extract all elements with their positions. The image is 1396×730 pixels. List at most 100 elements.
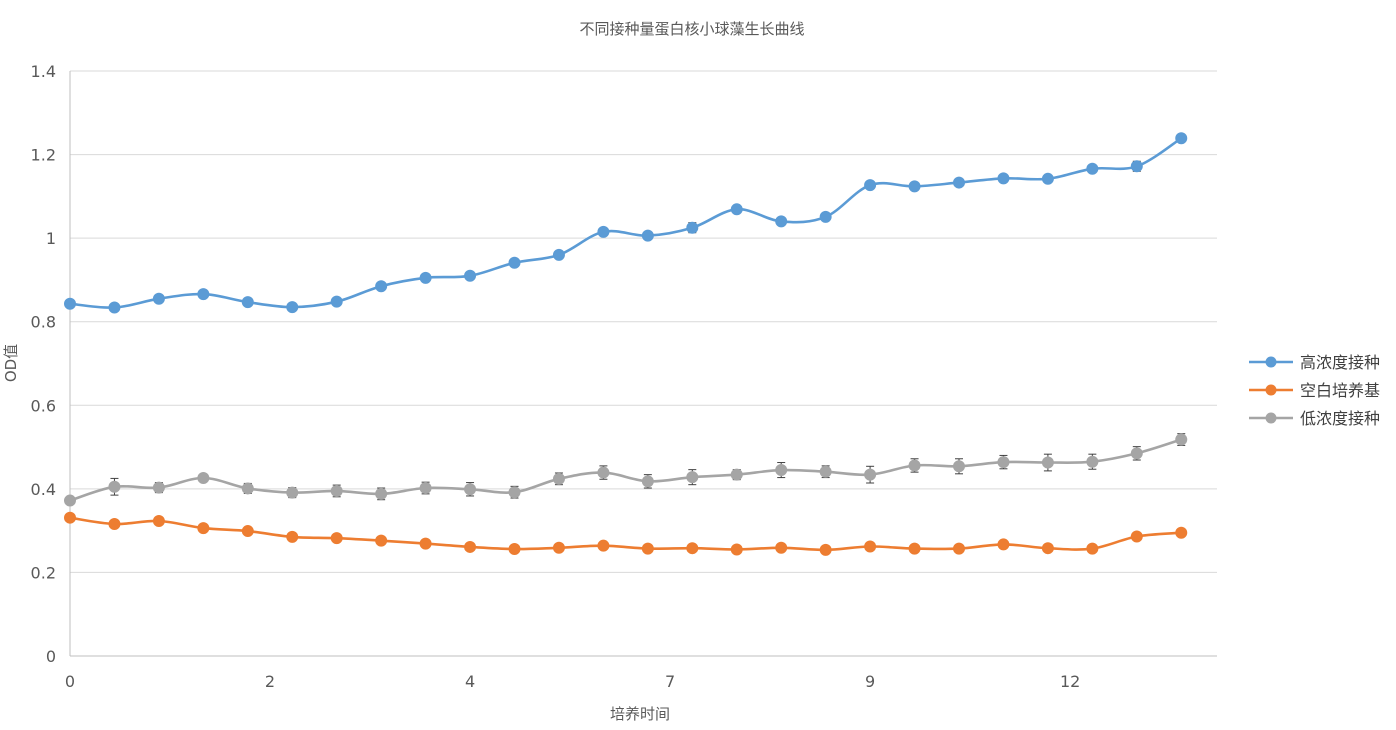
series-1 [64, 511, 1188, 556]
y-tick-label: 0.6 [31, 396, 56, 415]
data-point [997, 538, 1010, 551]
data-point [108, 517, 121, 530]
y-axis-label: OD值 [2, 344, 20, 382]
series-layer [64, 132, 1188, 556]
data-point [775, 541, 788, 554]
data-point [997, 456, 1010, 469]
x-axis-ticks: 0 2 4 7 9 12 [65, 672, 1080, 691]
data-point [819, 210, 832, 223]
x-tick-label: 0 [65, 672, 75, 691]
data-point [64, 511, 76, 524]
legend-marker [1265, 412, 1277, 424]
legend-label: 空白培养基 [1300, 381, 1380, 400]
data-point [953, 460, 965, 473]
legend-label: 低浓度接种 [1300, 409, 1380, 428]
data-point [1041, 542, 1054, 555]
series-line [69, 137, 1183, 309]
data-point [375, 280, 388, 293]
data-point [64, 494, 76, 507]
data-point [197, 471, 210, 484]
data-point [152, 515, 165, 528]
data-point [819, 543, 832, 556]
data-point [908, 542, 921, 555]
data-point [464, 540, 477, 553]
data-point [641, 475, 654, 488]
y-tick-label: 0.8 [31, 313, 56, 332]
data-point [241, 482, 254, 495]
data-point [64, 297, 76, 310]
series-line [69, 438, 1182, 502]
legend-item: 高浓度接种 [1249, 353, 1380, 372]
data-point [508, 256, 521, 269]
data-point [1086, 455, 1099, 468]
y-tick-label: 0 [46, 647, 56, 666]
data-point [641, 542, 654, 555]
gridlines [69, 70, 1217, 657]
data-point [330, 532, 343, 545]
legend-marker [1265, 356, 1277, 368]
x-tick-label: 9 [865, 672, 875, 691]
data-point [286, 530, 299, 543]
data-point [597, 539, 610, 552]
data-point [686, 542, 699, 555]
y-tick-label: 1.2 [31, 146, 56, 165]
data-point [1130, 530, 1143, 543]
data-point [419, 482, 432, 495]
data-point [552, 472, 565, 485]
series-2 [64, 433, 1188, 507]
data-point [241, 296, 254, 309]
data-point [419, 271, 432, 284]
data-point [552, 248, 565, 261]
data-point [152, 481, 165, 494]
data-point [864, 540, 877, 553]
legend-marker [1265, 384, 1277, 396]
data-point [908, 459, 921, 472]
data-point [997, 172, 1010, 185]
data-point [1041, 172, 1054, 185]
legend-item: 低浓度接种 [1249, 409, 1380, 428]
y-axis-ticks: 0 0.2 0.4 0.6 0.8 1 1.2 1.4 [31, 62, 56, 666]
data-point [1041, 456, 1054, 469]
data-point [864, 468, 877, 481]
data-point [686, 471, 699, 484]
legend-item: 空白培养基 [1249, 381, 1380, 400]
data-point [1086, 542, 1099, 555]
y-tick-label: 0.2 [31, 563, 56, 582]
data-point [552, 541, 565, 554]
y-tick-label: 0.4 [31, 480, 56, 499]
data-point [108, 480, 121, 493]
data-point [152, 292, 165, 305]
data-point [819, 465, 832, 478]
data-point [730, 203, 743, 216]
x-tick-label: 2 [265, 672, 275, 691]
data-point [775, 464, 788, 477]
data-point [597, 466, 610, 479]
data-point [775, 215, 788, 228]
data-point [241, 525, 254, 538]
data-point [730, 543, 743, 556]
data-point [953, 176, 965, 189]
y-tick-label: 1.4 [31, 62, 56, 81]
data-point [1130, 447, 1143, 460]
data-point [197, 522, 210, 535]
x-axis-label: 培养时间 [610, 705, 670, 723]
data-point [108, 301, 121, 314]
data-point [330, 295, 343, 308]
data-point [508, 543, 521, 556]
data-point [908, 180, 921, 193]
data-point [686, 221, 699, 234]
data-point [1175, 433, 1188, 446]
data-point [1130, 160, 1143, 173]
series-0 [64, 132, 1188, 314]
series-line [69, 516, 1182, 552]
data-point [953, 542, 965, 555]
data-point [330, 484, 343, 497]
x-tick-label: 12 [1060, 672, 1080, 691]
data-point [1175, 132, 1188, 145]
data-point [508, 486, 521, 499]
data-point [464, 269, 477, 282]
chart-title: 不同接种量蛋白核小球藻生长曲线 [579, 20, 804, 38]
